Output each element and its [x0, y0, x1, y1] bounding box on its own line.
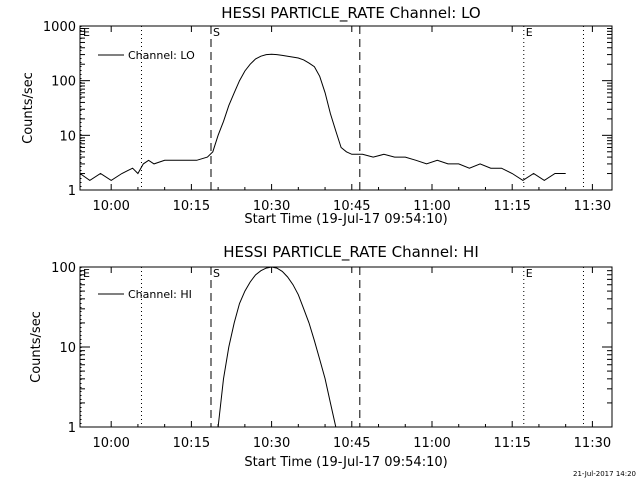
- x-tick-label: 10:15: [173, 436, 210, 451]
- footer-timestamp: 21-Jul-2017 14:20: [573, 470, 636, 478]
- time-marker-label: S: [213, 26, 220, 39]
- y-axis-label: Counts/sec: [29, 311, 44, 383]
- chart-title: HESSI PARTICLE_RATE Channel: LO: [221, 4, 480, 23]
- legend-label: Channel: HI: [128, 288, 192, 301]
- x-tick-label: 10:45: [333, 199, 370, 214]
- x-tick-label: 11:15: [493, 436, 530, 451]
- y-tick-label: 100: [51, 75, 76, 90]
- y-tick-label: 10: [59, 341, 76, 356]
- y-tick-label: 10: [59, 129, 76, 144]
- x-tick-label: 11:00: [413, 436, 450, 451]
- x-tick-label: 11:30: [574, 199, 611, 214]
- time-marker-label: E: [526, 267, 533, 280]
- legend-label: Channel: LO: [128, 49, 195, 62]
- plot-frame: [79, 25, 613, 191]
- y-tick-label: 1000: [43, 20, 76, 35]
- x-axis-label: Start Time (19-Jul-17 09:54:10): [244, 212, 447, 227]
- chart-panel-hi: HESSI PARTICLE_RATE Channel: HI Counts/s…: [29, 243, 613, 470]
- series-line: [217, 266, 337, 428]
- x-tick-label: 10:00: [92, 199, 129, 214]
- y-tick-label: 100: [51, 261, 76, 276]
- x-tick-label: 10:15: [173, 199, 210, 214]
- y-axis-label: Counts/sec: [21, 72, 36, 144]
- y-tick-label: 1: [68, 421, 76, 436]
- time-marker-label: S: [213, 267, 220, 280]
- time-marker-label: E: [83, 267, 90, 280]
- x-tick-label: 11:15: [493, 199, 530, 214]
- x-tick-label: 10:30: [253, 199, 290, 214]
- x-tick-label: 11:00: [413, 199, 450, 214]
- x-axis-label: Start Time (19-Jul-17 09:54:10): [244, 455, 447, 470]
- time-marker-label: E: [526, 26, 533, 39]
- x-tick-label: 11:30: [574, 436, 611, 451]
- series-line: [79, 53, 566, 182]
- x-tick-label: 10:00: [92, 436, 129, 451]
- x-tick-label: 10:30: [253, 436, 290, 451]
- chart-title: HESSI PARTICLE_RATE Channel: HI: [223, 243, 479, 262]
- chart-panel-lo: HESSI PARTICLE_RATE Channel: LO Counts/s…: [21, 4, 613, 227]
- x-tick-label: 10:45: [333, 436, 370, 451]
- time-marker-label: E: [83, 26, 90, 39]
- y-tick-label: 1: [68, 184, 76, 199]
